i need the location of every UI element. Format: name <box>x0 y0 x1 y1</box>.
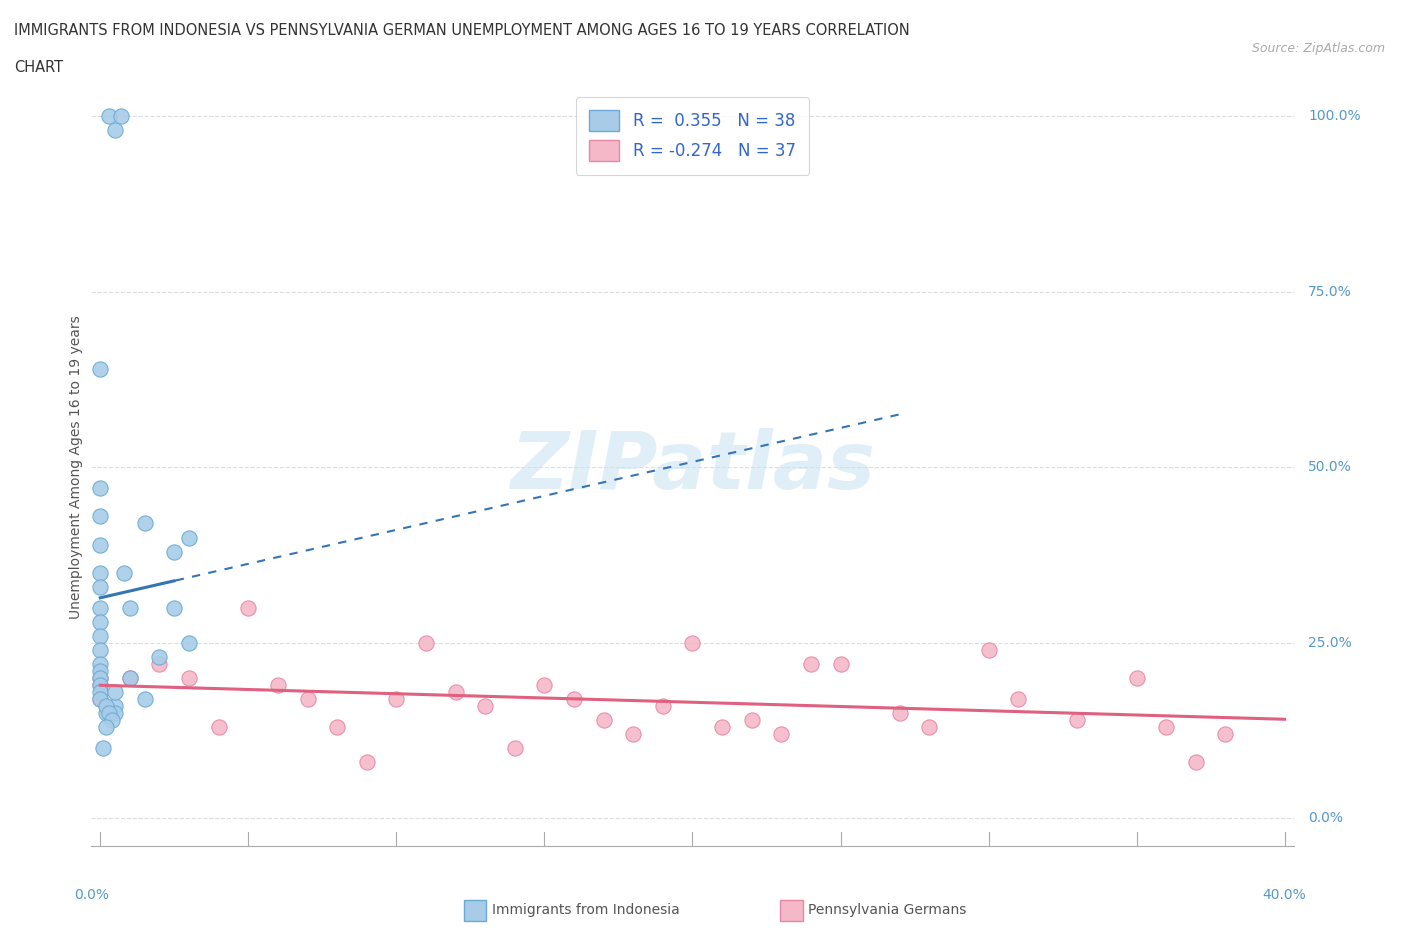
Text: Source: ZipAtlas.com: Source: ZipAtlas.com <box>1251 42 1385 55</box>
Point <box>830 657 852 671</box>
Y-axis label: Unemployment Among Ages 16 to 19 years: Unemployment Among Ages 16 to 19 years <box>69 315 83 619</box>
Point <box>148 657 170 671</box>
Point <box>134 516 156 531</box>
Point <box>592 712 614 727</box>
Point <box>89 684 111 699</box>
Point <box>118 600 141 615</box>
Text: ZIPatlas: ZIPatlas <box>510 429 875 506</box>
Point <box>208 720 231 735</box>
Point <box>89 362 111 377</box>
Point <box>1125 671 1147 685</box>
Point <box>98 109 121 124</box>
Point <box>238 600 260 615</box>
Point <box>101 712 124 727</box>
Point <box>89 481 111 496</box>
Point <box>681 635 703 650</box>
Point <box>918 720 941 735</box>
Point <box>770 726 793 741</box>
Point <box>89 565 111 580</box>
Text: Immigrants from Indonesia: Immigrants from Indonesia <box>492 903 681 918</box>
Point <box>1154 720 1177 735</box>
Point <box>89 538 111 552</box>
Point <box>977 643 1000 658</box>
Text: 0.0%: 0.0% <box>1308 811 1343 825</box>
Point <box>385 692 408 707</box>
Point <box>118 671 141 685</box>
Point <box>89 692 111 707</box>
Text: 25.0%: 25.0% <box>1308 636 1351 650</box>
Point <box>112 565 135 580</box>
Point <box>177 671 200 685</box>
Point <box>741 712 763 727</box>
Text: 100.0%: 100.0% <box>1308 110 1361 124</box>
Point <box>711 720 734 735</box>
Point <box>89 671 111 685</box>
Point <box>89 671 111 685</box>
Point <box>89 677 111 692</box>
Point <box>177 635 200 650</box>
Point <box>96 698 118 713</box>
Point <box>326 720 349 735</box>
Point <box>621 726 644 741</box>
Point <box>503 740 526 755</box>
Text: IMMIGRANTS FROM INDONESIA VS PENNSYLVANIA GERMAN UNEMPLOYMENT AMONG AGES 16 TO 1: IMMIGRANTS FROM INDONESIA VS PENNSYLVANI… <box>14 23 910 38</box>
Point <box>89 509 111 524</box>
Point <box>415 635 437 650</box>
Point <box>533 677 555 692</box>
Point <box>651 698 673 713</box>
Point <box>356 754 378 769</box>
Point <box>89 663 111 678</box>
Point <box>474 698 496 713</box>
Point <box>89 579 111 594</box>
Point <box>110 109 132 124</box>
Text: CHART: CHART <box>14 60 63 75</box>
Point <box>1185 754 1208 769</box>
Point <box>444 684 467 699</box>
Point <box>104 684 127 699</box>
Point <box>89 615 111 630</box>
Point <box>1007 692 1029 707</box>
Point <box>91 740 114 755</box>
Point <box>89 677 111 692</box>
Point <box>104 698 127 713</box>
Point <box>148 649 170 664</box>
Point <box>163 600 186 615</box>
Point <box>134 692 156 707</box>
Text: 40.0%: 40.0% <box>1263 888 1306 902</box>
Text: 50.0%: 50.0% <box>1308 460 1351 474</box>
Text: Pennsylvania Germans: Pennsylvania Germans <box>808 903 967 918</box>
Point <box>800 657 823 671</box>
Point <box>104 123 127 138</box>
Point <box>889 706 911 721</box>
Point <box>98 706 121 721</box>
Point <box>177 530 200 545</box>
Point <box>1066 712 1088 727</box>
Point <box>89 600 111 615</box>
Point <box>297 692 319 707</box>
Point <box>96 720 118 735</box>
Point <box>89 629 111 644</box>
Point <box>562 692 585 707</box>
Point <box>89 643 111 658</box>
Text: 75.0%: 75.0% <box>1308 285 1351 299</box>
Point <box>96 706 118 721</box>
Point <box>1215 726 1237 741</box>
Text: 0.0%: 0.0% <box>75 888 108 902</box>
Point <box>163 544 186 559</box>
Point <box>267 677 290 692</box>
Legend: R =  0.355   N = 38, R = -0.274   N = 37: R = 0.355 N = 38, R = -0.274 N = 37 <box>576 97 808 175</box>
Point <box>89 657 111 671</box>
Point <box>118 671 141 685</box>
Point <box>89 692 111 707</box>
Point <box>104 706 127 721</box>
